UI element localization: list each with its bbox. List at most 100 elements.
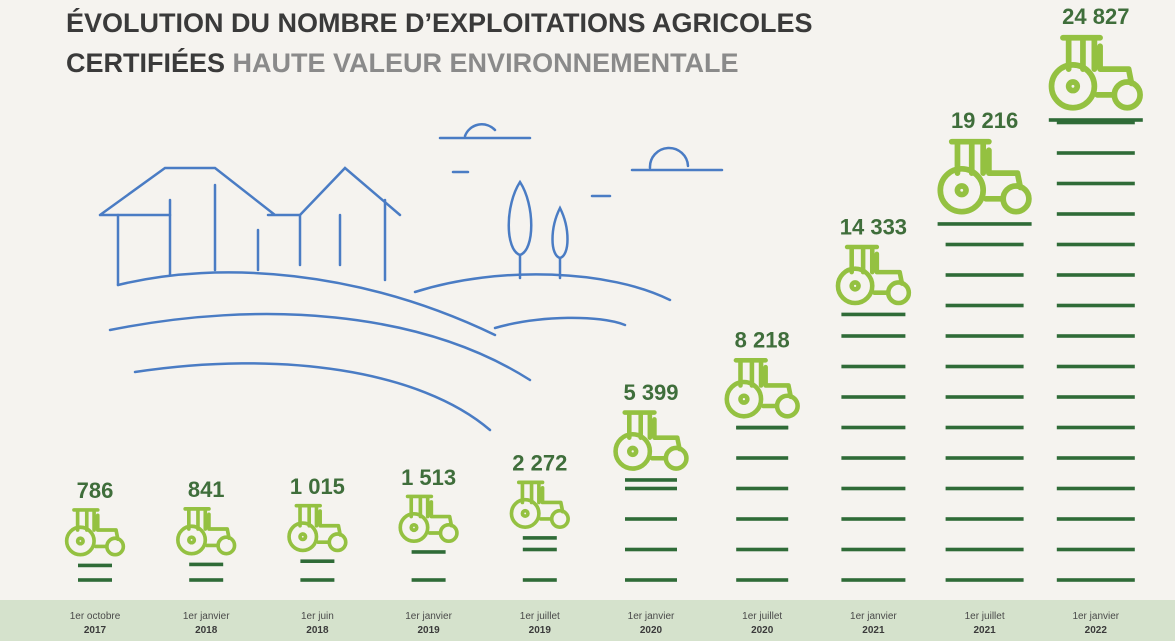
value-label: 14 333 <box>840 214 907 239</box>
dash <box>625 548 677 552</box>
value-label: 786 <box>77 478 114 503</box>
year-label: 2021 <box>973 625 996 636</box>
value-label: 8 218 <box>735 328 790 353</box>
dash <box>1057 517 1135 521</box>
value-label: 19 216 <box>951 108 1018 133</box>
tractor-icon <box>940 142 1029 212</box>
dash <box>841 456 905 460</box>
dash <box>736 487 788 491</box>
dash <box>412 550 446 554</box>
title-line: CERTIFIÉES HAUTE VALEUR ENVIRONNEMENTALE <box>66 47 739 78</box>
date-label: 1er janvier <box>405 611 452 622</box>
column <box>178 509 235 582</box>
title-part: CERTIFIÉES <box>66 47 225 78</box>
date-label: 1er juillet <box>742 611 782 622</box>
dash <box>1057 243 1135 247</box>
dash <box>946 395 1024 399</box>
value-label: 2 272 <box>512 451 567 476</box>
dash <box>946 548 1024 552</box>
dash <box>946 365 1024 369</box>
dash <box>946 487 1024 491</box>
year-label: 2019 <box>529 625 552 636</box>
dash <box>1057 487 1135 491</box>
dash <box>841 487 905 491</box>
dash <box>1057 578 1135 582</box>
dash <box>1049 118 1143 122</box>
dash <box>841 334 905 338</box>
dash <box>1057 426 1135 430</box>
year-label: 2020 <box>751 625 774 636</box>
tractor-icon <box>178 509 235 554</box>
tractor-icon <box>289 506 346 551</box>
tractor-icon <box>511 482 568 527</box>
dash <box>841 426 905 430</box>
date-label: 1er janvier <box>628 611 675 622</box>
dash <box>1057 304 1135 308</box>
dash <box>1057 182 1135 186</box>
title-part: HAUTE VALEUR ENVIRONNEMENTALE <box>233 48 739 78</box>
value-label: 1 015 <box>290 474 345 499</box>
dash <box>300 559 334 563</box>
infographic: ÉVOLUTION DU NOMBRE D’EXPLOITATIONS AGRI… <box>0 0 1175 641</box>
dash <box>946 243 1024 247</box>
date-label: 1er janvier <box>183 611 230 622</box>
dash <box>736 426 788 430</box>
tractor-icon <box>838 247 909 303</box>
dash <box>189 563 223 567</box>
dash <box>946 273 1024 277</box>
column <box>616 413 687 582</box>
value-label: 5 399 <box>623 380 678 405</box>
dash <box>300 578 334 582</box>
year-label: 2022 <box>1085 625 1108 636</box>
column <box>727 360 798 581</box>
column <box>838 247 909 582</box>
tractor-icon <box>67 510 124 555</box>
year-label: 2020 <box>640 625 663 636</box>
year-label: 2017 <box>84 625 107 636</box>
dash <box>841 313 905 317</box>
date-label: 1er janvier <box>1072 611 1119 622</box>
dash <box>1057 365 1135 369</box>
year-label: 2021 <box>862 625 885 636</box>
dash <box>1057 212 1135 216</box>
dash <box>625 578 677 582</box>
year-label: 2019 <box>417 625 440 636</box>
dash <box>946 426 1024 430</box>
column <box>938 142 1032 582</box>
column <box>67 510 124 582</box>
date-label: 1er octobre <box>70 611 121 622</box>
dash <box>841 395 905 399</box>
date-label: 1er juillet <box>520 611 560 622</box>
dash <box>523 578 557 582</box>
column <box>289 506 346 582</box>
tractor-icon <box>1052 38 1141 108</box>
value-label: 24 827 <box>1062 4 1129 29</box>
dash <box>946 517 1024 521</box>
column <box>400 496 457 581</box>
dash <box>1057 273 1135 277</box>
dash <box>736 548 788 552</box>
dash <box>625 517 677 521</box>
date-label: 1er juin <box>301 611 334 622</box>
dash <box>946 334 1024 338</box>
dash <box>736 517 788 521</box>
dash <box>412 578 446 582</box>
dash <box>523 536 557 540</box>
column <box>511 482 568 581</box>
dash <box>938 222 1032 226</box>
dash <box>736 578 788 582</box>
dash <box>1057 548 1135 552</box>
dash <box>78 564 112 568</box>
dash <box>1057 456 1135 460</box>
dash <box>1057 395 1135 399</box>
date-label: 1er juillet <box>965 611 1005 622</box>
dash <box>946 456 1024 460</box>
dash <box>1057 334 1135 338</box>
dash <box>736 456 788 460</box>
dash <box>523 548 557 552</box>
dash <box>625 487 677 491</box>
column <box>1049 38 1143 582</box>
dash <box>1057 151 1135 155</box>
dash <box>78 578 112 582</box>
dash <box>841 517 905 521</box>
